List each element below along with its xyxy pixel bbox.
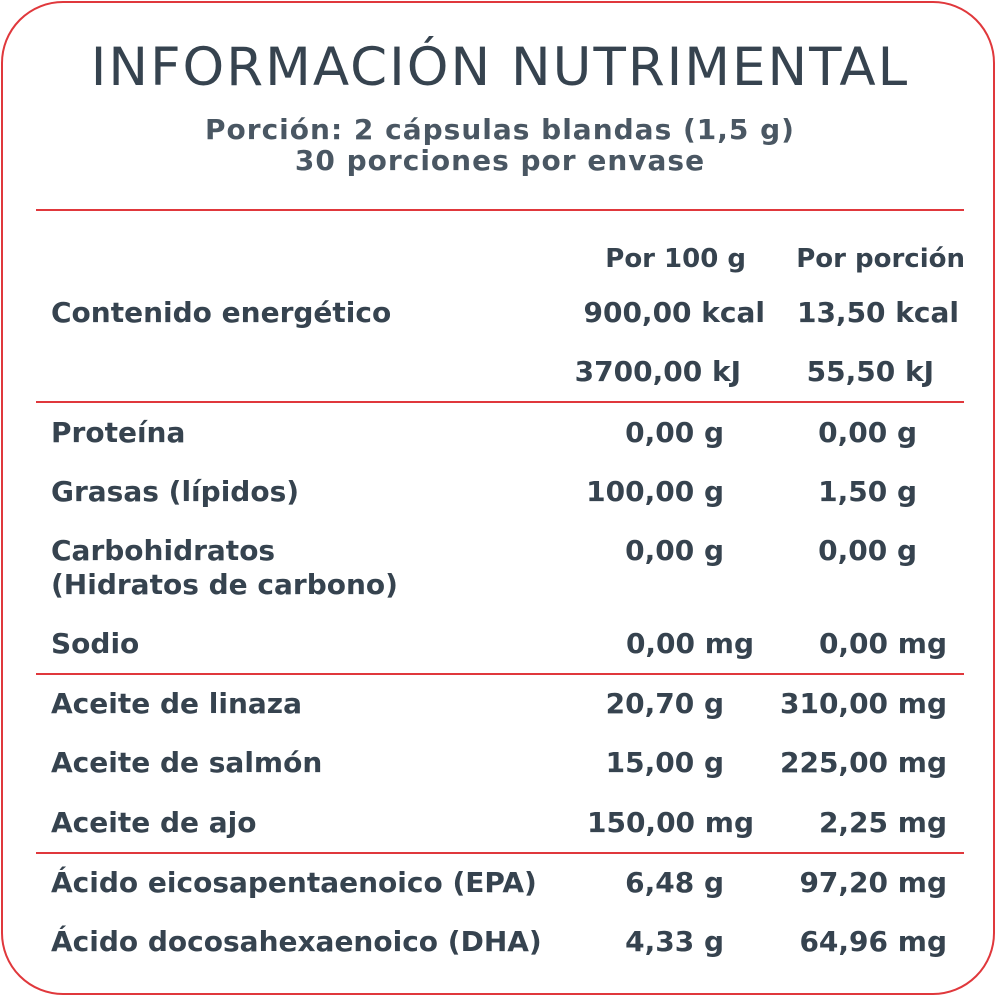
energy-kj-per-serving: 55,50 kJ — [806, 355, 934, 388]
energy-kcal-per-100g: 900,00 kcal — [583, 296, 765, 329]
nutrient-per-100g: 0,00 mg — [625, 627, 754, 660]
nutrient-label: Grasas (lípidos) — [51, 475, 300, 508]
nutrient-per-100g: 0,00 g — [625, 534, 724, 567]
energy-kj-per-100g: 3700,00 kJ — [574, 355, 741, 388]
energy-label: Contenido energético — [51, 296, 392, 329]
column-header-per-100g: Por 100 g — [605, 244, 746, 274]
column-header-per-serving: Por porción — [796, 244, 965, 274]
acid-per-100g: 4,33 g — [625, 925, 724, 958]
oil-per-serving: 225,00 mg — [779, 746, 947, 779]
nutrients-divider — [36, 673, 964, 675]
oil-per-serving: 2,25 mg — [818, 806, 947, 839]
nutrient-per-100g: 0,00 g — [625, 416, 724, 449]
energy-divider — [36, 401, 964, 403]
nutrient-label: Proteína — [51, 416, 186, 449]
panel-title: INFORMACIÓN NUTRIMENTAL — [90, 37, 910, 98]
oil-per-100g: 15,00 g — [605, 746, 724, 779]
nutrient-per-serving: 0,00 g — [818, 534, 917, 567]
serving-size: Porción: 2 cápsulas blandas (1,5 g) — [205, 113, 795, 146]
oil-label: Aceite de linaza — [51, 687, 302, 720]
oil-per-100g: 150,00 mg — [586, 806, 754, 839]
nutrient-label: Carbohidratos — [51, 534, 276, 567]
nutrient-per-serving: 0,00 g — [818, 416, 917, 449]
oil-per-100g: 20,70 g — [605, 687, 724, 720]
nutrient-per-100g: 100,00 g — [586, 475, 724, 508]
acid-per-100g: 6,48 g — [625, 866, 724, 899]
acid-label: Ácido docosahexaenoico (DHA) — [51, 925, 542, 958]
acid-label: Ácido eicosapentaenoico (EPA) — [51, 866, 537, 899]
acid-per-serving: 97,20 mg — [799, 866, 947, 899]
acid-per-serving: 64,96 mg — [799, 925, 947, 958]
header-divider — [36, 209, 964, 211]
energy-kcal-per-serving: 13,50 kcal — [796, 296, 959, 329]
oil-per-serving: 310,00 mg — [779, 687, 947, 720]
nutrient-per-serving: 1,50 g — [818, 475, 917, 508]
nutrient-label: Sodio — [51, 627, 140, 660]
nutrient-per-serving: 0,00 mg — [818, 627, 947, 660]
nutrient-label-secondary: (Hidratos de carbono) — [51, 568, 398, 601]
oil-label: Aceite de ajo — [51, 806, 257, 839]
oil-label: Aceite de salmón — [51, 746, 323, 779]
oils-divider — [36, 852, 964, 854]
servings-per-container: 30 porciones por envase — [294, 144, 706, 177]
